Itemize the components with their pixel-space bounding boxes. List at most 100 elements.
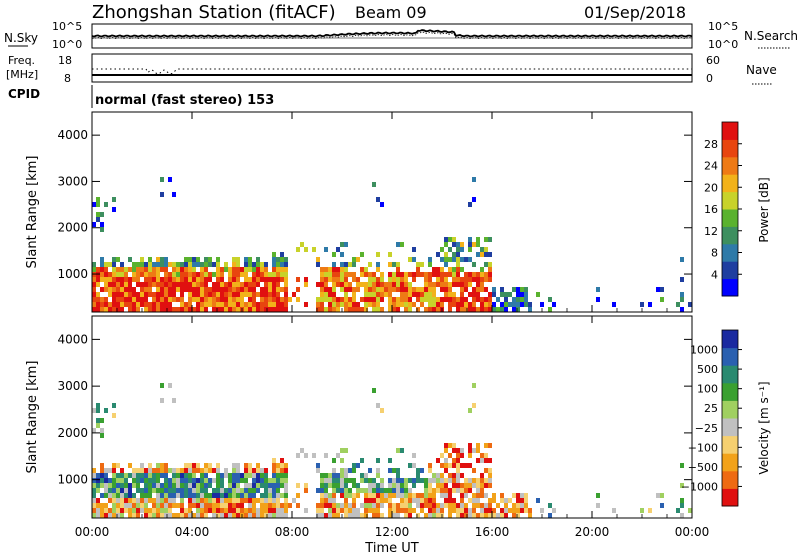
power-cell (184, 277, 188, 282)
velocity-cell (264, 498, 268, 503)
velocity-cell (296, 453, 300, 458)
velocity-cell (132, 478, 136, 483)
velocity-cell (392, 478, 396, 483)
power-cell (192, 267, 196, 272)
x-tick-label: 00:00 (75, 525, 110, 539)
velocity-cell (256, 513, 260, 518)
power-cell (236, 302, 240, 307)
velocity-cell (404, 503, 408, 508)
velocity-cell (140, 508, 144, 513)
power-cell (468, 282, 472, 287)
power-cell (208, 277, 212, 282)
power-cell (252, 307, 256, 312)
power-cell (356, 257, 360, 262)
velocity-cell (152, 498, 156, 503)
power-cell (172, 267, 176, 272)
power-cell (488, 267, 492, 272)
velocity-cell (452, 503, 456, 508)
power-cell (116, 297, 120, 302)
power-cell (152, 282, 156, 287)
velocity-cell (252, 468, 256, 473)
power-cell (184, 282, 188, 287)
velocity-cell (244, 508, 248, 513)
velocity-cell (660, 493, 664, 498)
power-cell (332, 252, 336, 257)
power-cell (424, 307, 428, 312)
power-cell (396, 277, 400, 282)
velocity-cell (208, 493, 212, 498)
velocity-cell (304, 453, 308, 458)
power-cell (480, 297, 484, 302)
power-cell (104, 262, 108, 267)
velocity-cell (92, 503, 96, 508)
velocity-cell (208, 498, 212, 503)
power-cell (112, 267, 116, 272)
power-cell (340, 272, 344, 277)
power-cell (188, 297, 192, 302)
power-cell (316, 262, 320, 267)
velocity-colorbar-swatch (722, 365, 738, 384)
velocity-cell (376, 458, 380, 463)
power-cell (96, 307, 100, 312)
velocity-cell (128, 483, 132, 488)
power-cell (336, 302, 340, 307)
velocity-cell (376, 513, 380, 518)
power-cell (268, 282, 272, 287)
power-cell (460, 242, 464, 247)
power-cell (140, 267, 144, 272)
velocity-cell (332, 493, 336, 498)
power-cell (196, 287, 200, 292)
power-cell (152, 262, 156, 267)
velocity-cell (468, 478, 472, 483)
velocity-cell (456, 453, 460, 458)
velocity-cell (100, 433, 104, 438)
power-cell (140, 272, 144, 277)
power-cell (484, 277, 488, 282)
velocity-cell (448, 508, 452, 513)
velocity-cell (256, 463, 260, 468)
velocity-cell (200, 468, 204, 473)
power-cell (436, 267, 440, 272)
velocity-cell (200, 483, 204, 488)
velocity-cell (376, 468, 380, 473)
velocity-cell (428, 493, 432, 498)
power-cell (388, 302, 392, 307)
velocity-cell (128, 513, 132, 518)
power-cell (116, 267, 120, 272)
velocity-cell (392, 483, 396, 488)
power-cell (188, 287, 192, 292)
velocity-cell (96, 403, 100, 408)
velocity-cell (276, 488, 280, 493)
power-cell (432, 292, 436, 297)
velocity-cell (112, 493, 116, 498)
velocity-cell (260, 473, 264, 478)
velocity-cell (320, 513, 324, 518)
power-cell (280, 307, 284, 312)
power-cell (352, 257, 356, 262)
power-cell (396, 307, 400, 312)
power-cell (220, 292, 224, 297)
power-cell (388, 272, 392, 277)
power-cell (404, 282, 408, 287)
velocity-cell (440, 453, 444, 458)
power-cell (180, 277, 184, 282)
power-cell (460, 292, 464, 297)
power-cell (332, 262, 336, 267)
velocity-cell (428, 508, 432, 513)
power-cell (252, 262, 256, 267)
velocity-cell (156, 513, 160, 518)
power-cell (212, 282, 216, 287)
power-cell (116, 292, 120, 297)
power-cell (100, 277, 104, 282)
velocity-cell (368, 478, 372, 483)
velocity-cell (240, 473, 244, 478)
noise-left-label: N.Sky (4, 31, 38, 45)
velocity-cell (444, 493, 448, 498)
velocity-cell (260, 513, 264, 518)
velocity-cell (232, 503, 236, 508)
velocity-cell (116, 483, 120, 488)
power-cell (120, 277, 124, 282)
power-cell (272, 277, 276, 282)
power-cell (484, 247, 488, 252)
